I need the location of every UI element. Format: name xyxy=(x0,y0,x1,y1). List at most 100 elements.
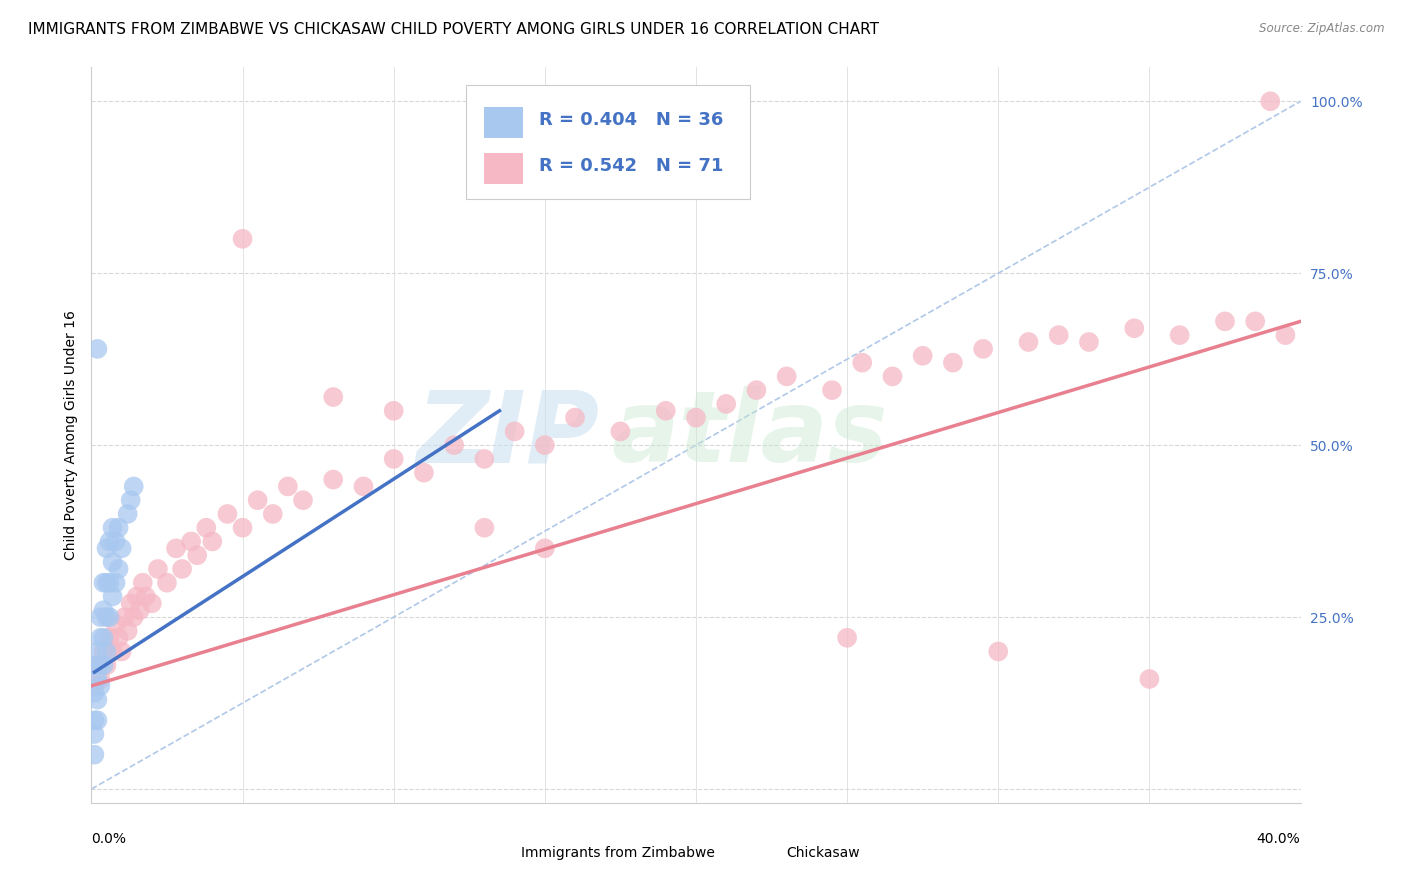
Point xyxy=(93,603,115,617)
Point xyxy=(98,610,121,624)
Point xyxy=(96,575,118,590)
Text: R = 0.404   N = 36: R = 0.404 N = 36 xyxy=(538,111,723,128)
Point xyxy=(322,473,344,487)
Point xyxy=(141,596,163,610)
Point xyxy=(89,631,111,645)
Point xyxy=(277,479,299,493)
Point xyxy=(83,713,105,727)
Point xyxy=(1139,672,1161,686)
Point xyxy=(851,356,873,370)
Point xyxy=(93,631,115,645)
Point xyxy=(821,383,844,397)
Point xyxy=(987,644,1010,658)
Point xyxy=(93,644,115,658)
Point xyxy=(776,369,799,384)
Point xyxy=(96,658,118,673)
Point xyxy=(120,493,142,508)
Point xyxy=(533,438,555,452)
Point xyxy=(101,590,124,604)
Point xyxy=(180,534,202,549)
Point xyxy=(609,425,631,439)
Point xyxy=(89,679,111,693)
Point xyxy=(98,631,121,645)
Point xyxy=(146,562,169,576)
Point xyxy=(111,644,132,658)
Point xyxy=(322,390,344,404)
FancyBboxPatch shape xyxy=(748,840,779,867)
Point xyxy=(942,356,965,370)
Point xyxy=(1077,334,1099,349)
Point xyxy=(93,575,115,590)
Point xyxy=(382,451,405,466)
Point xyxy=(201,534,224,549)
Text: 40.0%: 40.0% xyxy=(1257,832,1301,847)
Text: 0.0%: 0.0% xyxy=(91,832,127,847)
Point xyxy=(86,658,108,673)
Point xyxy=(86,672,108,686)
Point xyxy=(104,617,127,632)
Point xyxy=(835,631,858,645)
Point xyxy=(107,631,129,645)
Point xyxy=(86,713,108,727)
Point xyxy=(292,493,315,508)
Point xyxy=(443,438,465,452)
Y-axis label: Child Poverty Among Girls Under 16: Child Poverty Among Girls Under 16 xyxy=(63,310,77,560)
Point xyxy=(246,493,269,508)
Point xyxy=(98,534,121,549)
Point xyxy=(1244,314,1267,328)
Point xyxy=(98,575,121,590)
Point xyxy=(83,686,105,700)
Point xyxy=(117,507,139,521)
Point xyxy=(86,644,108,658)
Point xyxy=(217,507,239,521)
Point xyxy=(117,624,139,638)
Point xyxy=(564,410,586,425)
Text: IMMIGRANTS FROM ZIMBABWE VS CHICKASAW CHILD POVERTY AMONG GIRLS UNDER 16 CORRELA: IMMIGRANTS FROM ZIMBABWE VS CHICKASAW CH… xyxy=(28,22,879,37)
Point xyxy=(89,672,111,686)
Point xyxy=(972,342,994,356)
FancyBboxPatch shape xyxy=(482,840,513,867)
Point xyxy=(96,541,118,556)
Point xyxy=(472,521,495,535)
Point xyxy=(352,479,374,493)
Point xyxy=(472,451,495,466)
Point xyxy=(195,521,218,535)
Point xyxy=(83,658,105,673)
Point xyxy=(1018,334,1040,349)
Point xyxy=(1168,328,1191,343)
Point xyxy=(1260,95,1282,109)
Point xyxy=(111,541,132,556)
Text: R = 0.542   N = 71: R = 0.542 N = 71 xyxy=(538,157,723,175)
Point xyxy=(172,562,194,576)
Text: ZIP: ZIP xyxy=(416,386,599,483)
Point xyxy=(107,562,129,576)
Point xyxy=(165,541,187,556)
Point xyxy=(86,342,108,356)
Point xyxy=(186,548,208,562)
Point xyxy=(96,644,118,658)
Point xyxy=(1213,314,1236,328)
Point xyxy=(911,349,934,363)
Point xyxy=(1047,328,1070,343)
Point xyxy=(132,575,155,590)
Point xyxy=(1123,321,1146,335)
Point xyxy=(83,679,105,693)
FancyBboxPatch shape xyxy=(484,153,523,184)
Point xyxy=(156,575,179,590)
Point xyxy=(120,596,142,610)
Point xyxy=(104,575,127,590)
Point xyxy=(86,692,108,706)
Point xyxy=(107,521,129,535)
FancyBboxPatch shape xyxy=(467,86,751,200)
Point xyxy=(83,727,105,741)
Point xyxy=(533,541,555,556)
Point xyxy=(685,410,707,425)
Point xyxy=(231,521,253,535)
Point xyxy=(135,590,157,604)
Text: Source: ZipAtlas.com: Source: ZipAtlas.com xyxy=(1260,22,1385,36)
Point xyxy=(122,610,145,624)
Text: Immigrants from Zimbabwe: Immigrants from Zimbabwe xyxy=(520,846,714,860)
Point xyxy=(882,369,904,384)
FancyBboxPatch shape xyxy=(484,107,523,137)
Point xyxy=(413,466,436,480)
